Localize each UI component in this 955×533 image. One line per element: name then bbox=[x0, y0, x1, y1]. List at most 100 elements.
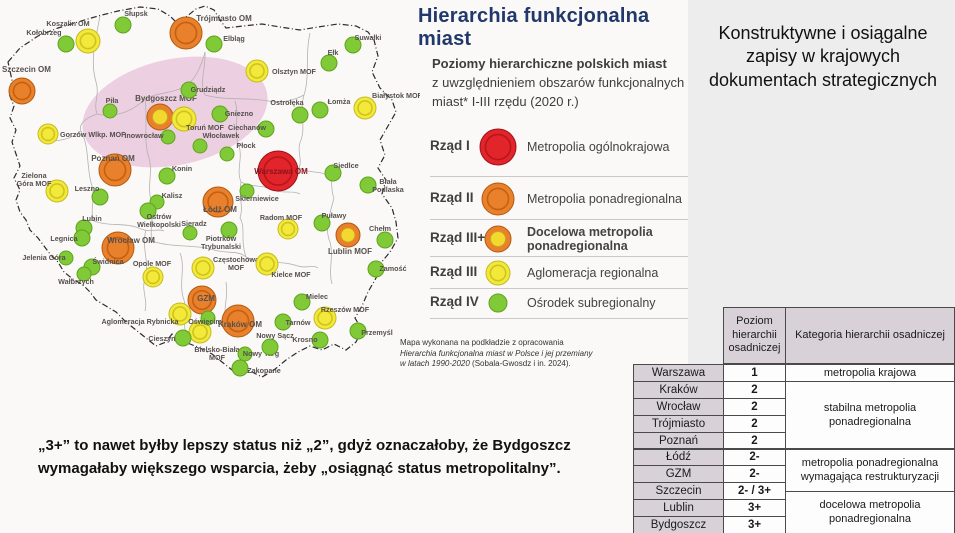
map-attribution: Mapa wykonana na podkładzie z opracowani… bbox=[400, 338, 650, 370]
table-level-cell: 2 bbox=[723, 397, 786, 416]
legend-rank-label: Rząd II bbox=[430, 190, 474, 205]
city-markers: Warszawa OM Trójmiasto OM Szczecin OM Pozna… bbox=[2, 9, 420, 377]
right-note: Konstruktywne i osiągalne zapisy w krajo… bbox=[708, 23, 938, 90]
city-marker: Białystok MOF bbox=[353, 91, 420, 120]
legend-symbol-III bbox=[485, 260, 511, 286]
city-marker: Trójmiasto OM bbox=[169, 14, 252, 50]
table-level-cell: 1 bbox=[723, 364, 786, 382]
city-label: Kołobrzeg bbox=[26, 28, 61, 37]
city-marker: Puławy bbox=[313, 211, 346, 232]
city-marker: Poznań OM bbox=[91, 153, 135, 187]
city-marker: Leszno bbox=[75, 184, 109, 206]
city-marker: Skierniewice bbox=[235, 183, 279, 203]
city-marker: Nowy Targ bbox=[237, 346, 279, 362]
city-label: Inowrocław bbox=[124, 131, 164, 140]
city-marker: Wrocław OM bbox=[101, 231, 155, 265]
city-marker: Krosno bbox=[292, 331, 329, 349]
city-marker: Szczecin OM bbox=[2, 65, 51, 105]
table-city-cell: Lublin bbox=[633, 499, 724, 518]
table-level-cell: 3+ bbox=[723, 516, 786, 533]
table-city-cell: GZM bbox=[633, 465, 724, 484]
city-marker: Słupsk bbox=[114, 9, 148, 34]
city-marker: Łomża bbox=[311, 97, 352, 119]
city-label: GZM bbox=[197, 294, 215, 303]
city-label: Jelenia Góra bbox=[22, 253, 66, 262]
table-city-cell: Wrocław bbox=[633, 397, 724, 416]
city-marker: Opole MOF bbox=[133, 259, 172, 288]
city-label: Łódź OM bbox=[203, 205, 237, 214]
legend-heading-line2: z uwzględnieniem obszarów funkcjonalnych bbox=[432, 75, 685, 90]
city-marker: Toruń MOF bbox=[171, 106, 225, 132]
city-label: Ciechanów bbox=[228, 123, 266, 132]
city-marker: Przemyśl bbox=[349, 322, 393, 340]
city-marker: Ełk bbox=[320, 48, 338, 72]
city-marker: Sieradz bbox=[181, 219, 207, 241]
city-marker: Elbląg bbox=[205, 34, 245, 53]
city-label: Nowy Targ bbox=[243, 349, 279, 358]
attribution-line1: Mapa wykonana na podkładzie z opracowani… bbox=[400, 338, 564, 347]
city-label: Oświęcim bbox=[188, 317, 222, 326]
page-title: Hierarchia funkcjonalna miast bbox=[418, 5, 650, 50]
table-city-cell: Bydgoszcz bbox=[633, 516, 724, 533]
table-level-cell: 2- / 3+ bbox=[723, 482, 786, 501]
city-marker: Kraków OM bbox=[218, 304, 262, 338]
city-marker: Łódź OM bbox=[202, 186, 237, 218]
attribution-line3-italic: w latach 1990-2020 bbox=[400, 359, 470, 368]
city-label: Mielec bbox=[306, 292, 328, 301]
quote-text: „3+” to nawet byłby lepszy status niż „2… bbox=[38, 437, 571, 477]
city-label: Bydgoszcz MOF bbox=[135, 94, 197, 103]
table-level-cell: 3+ bbox=[723, 499, 786, 518]
city-label: Wrocław OM bbox=[107, 236, 155, 245]
city-label: Częstochowa bbox=[213, 255, 260, 264]
city-label: Elbląg bbox=[223, 34, 245, 43]
city-label: Rzeszów MOF bbox=[321, 305, 370, 314]
table-category-cell: stabilna metropolia ponadregionalna bbox=[785, 380, 955, 450]
city-label: Koszalin OM bbox=[46, 19, 89, 28]
city-label: Skierniewice bbox=[235, 194, 279, 203]
city-marker: Włocławek bbox=[192, 131, 239, 154]
city-marker: Ostrołęka bbox=[270, 98, 309, 124]
legend-separator bbox=[430, 176, 688, 177]
city-label: Chełm bbox=[369, 224, 391, 233]
city-marker: Gniezno bbox=[211, 105, 254, 123]
city-label: Krosno bbox=[292, 335, 318, 344]
city-marker: Chełm bbox=[369, 224, 394, 249]
city-label: Przemyśl bbox=[361, 328, 393, 337]
city-label: Kielce MOF bbox=[271, 270, 311, 279]
city-label: Wałbrzych bbox=[58, 277, 94, 286]
legend-heading-line1: Poziomy hierarchiczne polskich miast bbox=[432, 56, 667, 71]
city-label: Poznań OM bbox=[91, 154, 135, 163]
legend-rank-label: Rząd III+ bbox=[430, 230, 486, 245]
city-marker: Jelenia Góra bbox=[22, 250, 74, 266]
table-header-category: Kategoria hierarchii osadniczej bbox=[785, 307, 955, 364]
table-city-cell: Trójmiasto bbox=[633, 414, 724, 433]
city-marker: Aglomeracja Rybnicka bbox=[101, 302, 192, 326]
city-label: Wielkopolski bbox=[137, 220, 181, 229]
city-marker: Mielec bbox=[293, 292, 328, 311]
legend-heading: Poziomy hierarchiczne polskich miast z u… bbox=[432, 54, 684, 111]
city-label: Siedlce bbox=[333, 161, 358, 170]
city-marker: Ciechanów bbox=[228, 120, 275, 138]
city-label: Aglomeracja Rybnicka bbox=[101, 317, 179, 326]
city-label: Piotrków bbox=[206, 234, 237, 243]
city-label: Góra MOF bbox=[17, 179, 52, 188]
table-level-cell: 2 bbox=[723, 380, 786, 399]
city-label: Lubin bbox=[82, 214, 102, 223]
legend-item-label: Docelowa metropolia ponadregionalna bbox=[527, 225, 653, 253]
city-label: Suwałki bbox=[355, 33, 382, 42]
city-marker: Wałbrzych bbox=[58, 266, 94, 286]
legend-item-label: Ośrodek subregionalny bbox=[527, 296, 656, 310]
poland-border bbox=[7, 5, 399, 378]
city-label: Łomża bbox=[328, 97, 352, 106]
legend-item-label: Aglomeracja regionalna bbox=[527, 266, 659, 280]
attribution-line2: Hierarchia funkcjonalna miast w Polsce i… bbox=[400, 348, 593, 358]
table-category-cell: metropolia ponadregionalna wymagająca re… bbox=[785, 448, 955, 492]
city-marker: Inowrocław bbox=[124, 129, 176, 145]
city-label: Świdnica bbox=[92, 257, 124, 266]
city-marker: Piła bbox=[102, 96, 119, 119]
city-label: Zamość bbox=[379, 264, 406, 273]
city-label: Konin bbox=[172, 164, 192, 173]
city-label: Zielona bbox=[21, 171, 47, 180]
